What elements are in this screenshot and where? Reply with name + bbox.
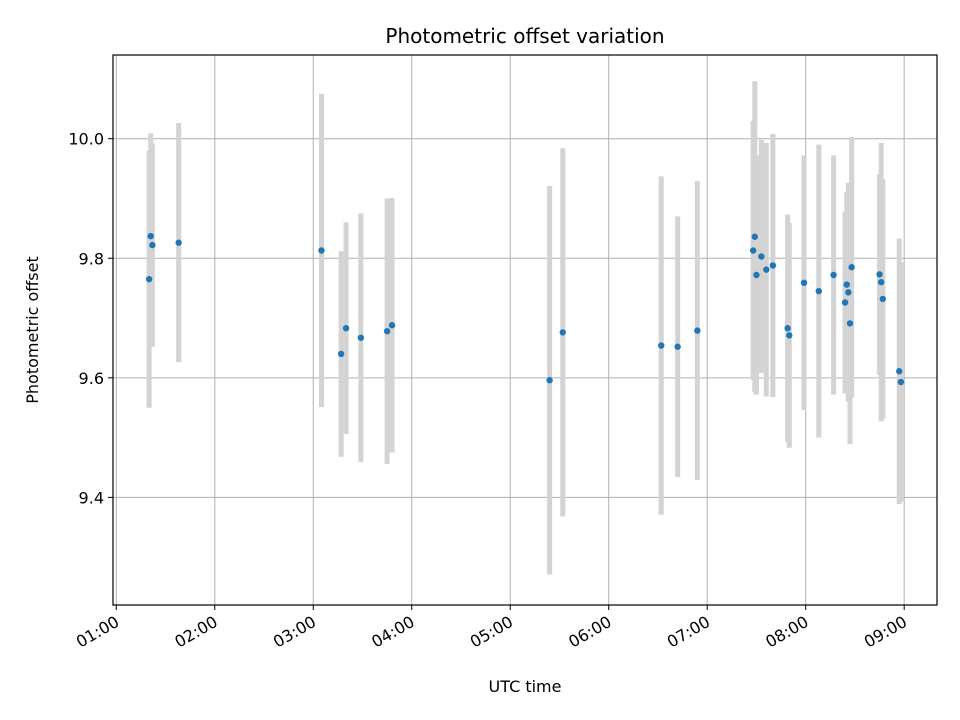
- data-point: [175, 239, 182, 246]
- data-point: [318, 247, 325, 254]
- data-point: [694, 327, 701, 334]
- plot-frame: [112, 54, 938, 606]
- data-point: [815, 287, 823, 295]
- data-point: [848, 264, 855, 271]
- data-point: [843, 281, 850, 288]
- data-point: [786, 332, 793, 339]
- data-point: [658, 342, 665, 349]
- data-point: [751, 233, 759, 240]
- data-point: [784, 325, 791, 332]
- data-points: [145, 232, 905, 386]
- data-point: [800, 279, 808, 286]
- data-point: [749, 247, 757, 254]
- data-point: [383, 327, 391, 335]
- data-point: [896, 368, 903, 375]
- data-point: [758, 253, 765, 260]
- data-point: [388, 322, 396, 329]
- data-point: [546, 377, 553, 384]
- y-tick-label: 10.0: [68, 130, 104, 149]
- y-axis-ticks: 9.4 9.6 9.8 10.0: [68, 130, 113, 507]
- data-point: [763, 266, 770, 273]
- data-point: [877, 278, 885, 286]
- data-point: [357, 334, 365, 341]
- y-axis-label: Photometric offset: [23, 256, 42, 404]
- y-tick-label: 9.4: [79, 488, 104, 507]
- y-tick-label: 9.6: [79, 369, 104, 388]
- x-axis-label: UTC time: [489, 677, 562, 696]
- data-point: [559, 329, 566, 336]
- data-point: [337, 350, 345, 358]
- data-point: [830, 271, 837, 279]
- data-point: [879, 295, 887, 303]
- data-point: [769, 262, 777, 269]
- data-point: [876, 271, 883, 278]
- data-point: [149, 241, 156, 249]
- data-point: [845, 289, 852, 296]
- grid: [113, 55, 937, 605]
- data-point: [145, 275, 153, 283]
- data-point: [674, 343, 681, 350]
- data-point: [147, 232, 154, 240]
- chart-title: Photometric offset variation: [385, 24, 664, 48]
- y-tick-label: 9.8: [79, 249, 104, 268]
- data-point: [841, 299, 849, 306]
- data-point: [753, 271, 760, 279]
- data-point: [846, 320, 854, 327]
- data-point: [897, 378, 905, 386]
- data-point: [342, 325, 350, 332]
